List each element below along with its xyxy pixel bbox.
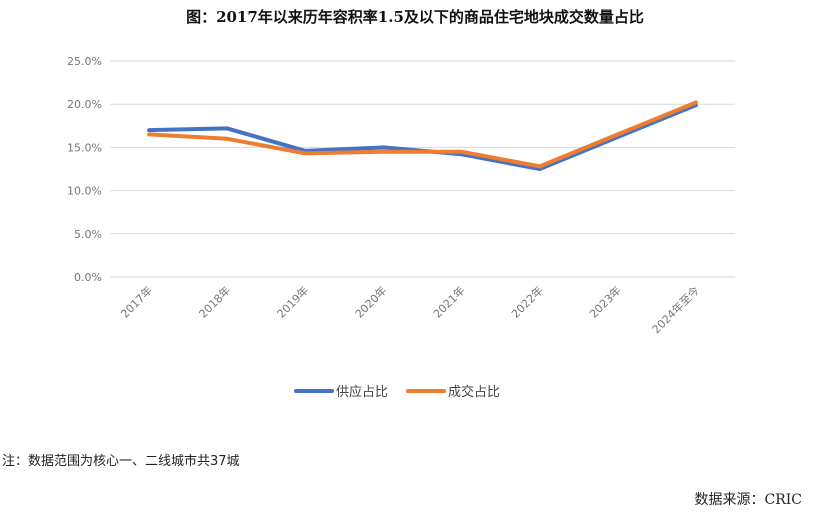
legend-label: 成交占比 bbox=[448, 384, 500, 400]
series-line-2 bbox=[147, 100, 698, 169]
chart-title: 图：2017年以来历年容积率1.5及以下的商品住宅地块成交数量占比 bbox=[186, 8, 644, 26]
y-axis-ticks: 0.0% 5.0% 10.0% 15.0% 20.0% 25.0% bbox=[67, 55, 102, 284]
x-tick-label: 2022年 bbox=[508, 283, 545, 320]
y-tick-label: 0.0% bbox=[74, 271, 102, 284]
x-axis-ticks: 2017年 2018年 2019年 2020年 2021年 2022年 2023年 2024年… bbox=[118, 283, 702, 336]
x-tick-label: 2020年 bbox=[352, 283, 389, 320]
gridlines bbox=[110, 60, 735, 278]
y-tick-label: 15.0% bbox=[67, 141, 102, 154]
legend-label: 供应占比 bbox=[336, 384, 388, 400]
y-tick-label: 10.0% bbox=[67, 185, 102, 198]
line-chart: 0.0%5.0%10.0%15.0%20.0%25.0% 2017年 2018年 2… bbox=[67, 55, 735, 400]
x-tick-label: 2018年 bbox=[196, 283, 233, 320]
data-scope-note: 注：数据范围为核心一、二线城市共37城 bbox=[2, 454, 240, 469]
legend: 供应占比 成交占比 bbox=[294, 384, 500, 400]
data-source: 数据来源：CRIC bbox=[694, 492, 803, 508]
x-tick-label: 2017年 bbox=[118, 283, 155, 320]
series-lines bbox=[147, 100, 698, 171]
x-tick-label: 2024年至今 bbox=[649, 283, 702, 336]
x-tick-label: 2019年 bbox=[274, 283, 311, 320]
x-tick-label: 2021年 bbox=[430, 283, 467, 320]
y-tick-label: 25.0% bbox=[67, 55, 102, 68]
y-tick-label: 20.0% bbox=[67, 98, 102, 111]
x-tick-label: 2023年 bbox=[586, 283, 623, 320]
y-tick-label: 5.0% bbox=[74, 228, 102, 241]
